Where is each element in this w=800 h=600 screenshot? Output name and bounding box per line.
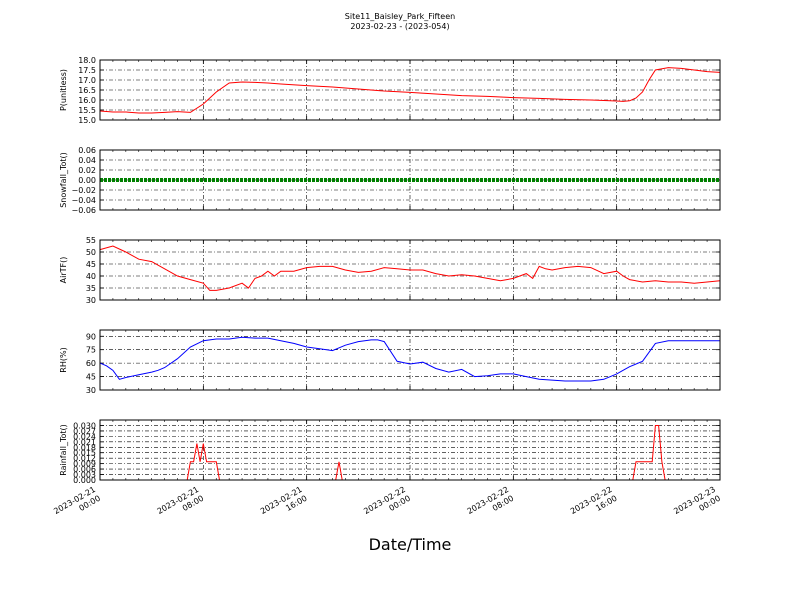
y-tick-label: 45 — [86, 373, 96, 382]
y-tick-label: 15.5 — [78, 106, 96, 115]
y-tick-label: 0.003 — [73, 471, 96, 480]
y-tick-label: 55 — [86, 236, 96, 245]
y-tick-label: 0.027 — [73, 427, 96, 436]
panel-4: 0.0000.0030.0060.0090.0120.0150.0180.021… — [59, 419, 721, 485]
y-tick-label: 45 — [86, 260, 96, 269]
y-tick-label: 18.0 — [78, 56, 96, 65]
y-axis-label: AirTF() — [59, 257, 68, 284]
y-tick-label: 15.0 — [78, 116, 96, 125]
y-tick-label: 17.5 — [78, 66, 96, 75]
y-tick-label: 0.021 — [73, 438, 96, 447]
y-tick-label: 17.0 — [78, 76, 96, 85]
panel-frame — [99, 149, 721, 211]
panel-3: 30 45 60 75 90 RH(%) — [59, 329, 721, 395]
y-tick-label: 0.02 — [78, 166, 96, 175]
y-tick-label: 0.06 — [78, 146, 96, 155]
y-tick-label: 16.5 — [78, 86, 96, 95]
y-tick-label: 90 — [86, 332, 96, 341]
y-tick-label: 30 — [86, 386, 96, 395]
panel-0: 15.015.516.016.517.017.518.0 P(unitless) — [59, 56, 721, 125]
y-axis-label: Snowfall_Tot() — [59, 152, 68, 208]
y-tick-label: 0.000 — [73, 476, 96, 485]
y-tick-label: −0.04 — [71, 196, 96, 205]
panel-1: −0.06−0.04−0.020.000.020.040.06 Snowfall_… — [59, 146, 721, 215]
panel-frame — [99, 419, 721, 481]
y-tick-label: −0.02 — [71, 186, 96, 195]
series-line — [99, 67, 721, 114]
panel-2: 30 35 40 45 50 55 AirTF() — [59, 236, 721, 305]
y-tick-label: 0.012 — [73, 454, 96, 463]
y-tick-label: 35 — [86, 284, 96, 293]
y-tick-label: 0.00 — [78, 176, 96, 185]
y-tick-label: 0.024 — [73, 432, 96, 441]
panel-frame — [99, 59, 721, 121]
y-tick-label: 40 — [86, 272, 96, 281]
y-tick-label: 16.0 — [78, 96, 96, 105]
y-axis-label: P(unitless) — [59, 69, 68, 111]
panel-frame — [99, 329, 721, 391]
y-tick-label: 0.015 — [73, 449, 96, 458]
series-line — [99, 336, 720, 382]
figure-title: Site11_Baisley_Park_Fifteen — [345, 12, 455, 21]
y-tick-label: 0.009 — [73, 460, 96, 469]
y-axis-label: Rainfall_Tot() — [59, 424, 68, 476]
y-tick-label: 75 — [86, 346, 96, 355]
y-tick-label: 50 — [86, 248, 96, 257]
y-tick-label: 30 — [86, 296, 96, 305]
x-axis-label: Date/Time — [369, 535, 452, 554]
y-tick-label: 0.018 — [73, 443, 96, 452]
figure-subtitle: 2023-02-23 - (2023-054) — [350, 22, 449, 31]
y-tick-label: 0.04 — [78, 156, 96, 165]
y-tick-label: 60 — [86, 359, 96, 368]
y-axis-label: RH(%) — [59, 347, 68, 372]
series-line — [99, 245, 721, 291]
y-tick-label: −0.06 — [71, 206, 96, 215]
y-tick-label: 0.030 — [73, 421, 96, 430]
y-tick-label: 0.006 — [73, 465, 96, 474]
panel-frame — [99, 239, 721, 301]
